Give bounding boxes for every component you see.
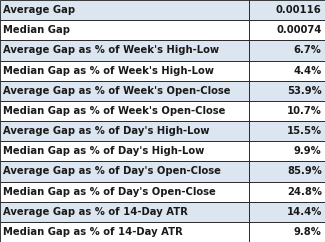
Text: Average Gap as % of 14-Day ATR: Average Gap as % of 14-Day ATR xyxy=(3,207,188,217)
Text: Median Gap as % of Week's High-Low: Median Gap as % of Week's High-Low xyxy=(3,66,214,76)
Bar xyxy=(249,81,325,101)
Text: Median Gap: Median Gap xyxy=(3,25,70,35)
Bar xyxy=(249,222,325,242)
Bar xyxy=(249,20,325,40)
Text: Median Gap as % of 14-Day ATR: Median Gap as % of 14-Day ATR xyxy=(3,227,183,237)
Bar xyxy=(0,40,249,60)
Bar xyxy=(249,141,325,161)
Text: Average Gap as % of Day's High-Low: Average Gap as % of Day's High-Low xyxy=(3,126,210,136)
Bar xyxy=(249,202,325,222)
Bar xyxy=(249,101,325,121)
Bar xyxy=(0,121,249,141)
Text: 0.00074: 0.00074 xyxy=(276,25,322,35)
Text: 4.4%: 4.4% xyxy=(293,66,322,76)
Bar xyxy=(0,222,249,242)
Bar xyxy=(249,182,325,202)
Bar xyxy=(249,40,325,60)
Text: 53.9%: 53.9% xyxy=(287,86,322,96)
Bar xyxy=(0,60,249,81)
Text: Average Gap as % of Day's Open-Close: Average Gap as % of Day's Open-Close xyxy=(3,166,221,176)
Text: 9.9%: 9.9% xyxy=(294,146,322,156)
Text: 10.7%: 10.7% xyxy=(287,106,322,116)
Text: 14.4%: 14.4% xyxy=(286,207,322,217)
Bar xyxy=(0,101,249,121)
Bar xyxy=(249,121,325,141)
Bar xyxy=(249,161,325,182)
Bar xyxy=(0,20,249,40)
Text: 0.00116: 0.00116 xyxy=(276,5,322,15)
Bar xyxy=(249,60,325,81)
Text: 15.5%: 15.5% xyxy=(287,126,322,136)
Text: Average Gap as % of Week's High-Low: Average Gap as % of Week's High-Low xyxy=(3,45,219,55)
Text: 9.8%: 9.8% xyxy=(294,227,322,237)
Bar xyxy=(0,161,249,182)
Bar xyxy=(249,0,325,20)
Bar xyxy=(0,81,249,101)
Text: Average Gap as % of Week's Open-Close: Average Gap as % of Week's Open-Close xyxy=(3,86,231,96)
Bar xyxy=(0,182,249,202)
Text: 6.7%: 6.7% xyxy=(294,45,322,55)
Text: Median Gap as % of Day's High-Low: Median Gap as % of Day's High-Low xyxy=(3,146,205,156)
Text: Average Gap: Average Gap xyxy=(3,5,75,15)
Text: 85.9%: 85.9% xyxy=(287,166,322,176)
Text: Median Gap as % of Week's Open-Close: Median Gap as % of Week's Open-Close xyxy=(3,106,226,116)
Bar xyxy=(0,0,249,20)
Text: Median Gap as % of Day's Open-Close: Median Gap as % of Day's Open-Close xyxy=(3,187,216,197)
Bar xyxy=(0,202,249,222)
Text: 24.8%: 24.8% xyxy=(287,187,322,197)
Bar xyxy=(0,141,249,161)
